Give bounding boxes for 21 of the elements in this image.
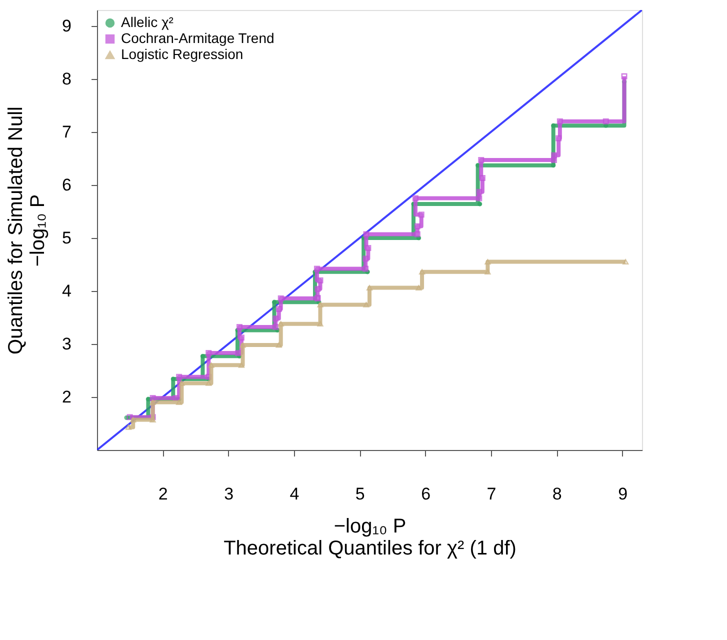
y-tick-label: 2 [62,387,72,406]
legend-label: Allelic χ² [121,14,174,30]
legend-label: Cochran-Armitage Trend [121,30,274,46]
legend-label: Logistic Regression [121,46,244,62]
y-tick-label: 3 [62,334,72,354]
x-axis-title: −log₁₀ P Theoretical Quantiles for χ² (1 df) [224,516,516,560]
x-tick-label: 6 [421,484,431,504]
y-tick-label: 8 [62,69,72,88]
y-tick-label: 5 [62,228,72,248]
x-tick-label: 4 [290,484,300,504]
x-tick-label: 3 [224,484,234,504]
y-tick-label: 7 [62,122,72,142]
y-axis-title: Quantiles for Simulated Null −log₁₀ P [5,106,50,354]
x-tick-label: 7 [486,484,496,504]
x-tick-label: 9 [618,484,628,504]
x-tick-label: 2 [158,484,168,504]
x-tick-label: 8 [552,484,562,504]
y-tick-label: 4 [62,281,72,300]
y-tick-label: 6 [62,175,72,194]
x-tick-label: 5 [355,484,365,504]
y-tick-label: 9 [62,16,72,36]
